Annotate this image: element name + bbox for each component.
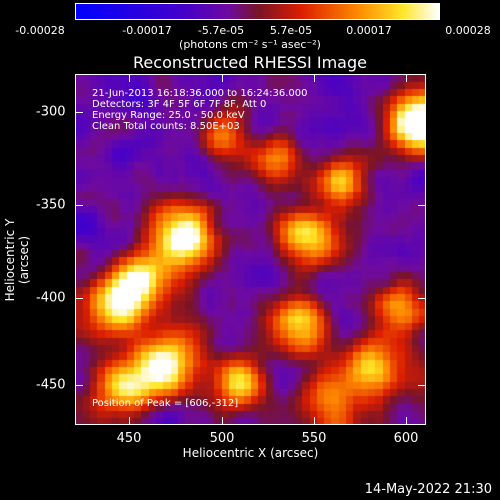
axis-tick-mark bbox=[75, 205, 83, 206]
colorbar-tick: 0.00017 bbox=[346, 24, 392, 37]
y-tick-label: -450 bbox=[36, 377, 66, 393]
y-tick-label: -300 bbox=[36, 104, 66, 120]
colorbar-tick: -0.00028 bbox=[15, 24, 65, 37]
y-tick-label: -350 bbox=[36, 197, 66, 213]
heatmap-plot: 21-Jun-2013 16:18:36.000 to 16:24:36.000… bbox=[75, 74, 426, 425]
colorbar-tick: -0.00017 bbox=[122, 24, 172, 37]
timestamp-footer: 14-May-2022 21:30 bbox=[364, 482, 492, 497]
axis-tick-mark bbox=[418, 298, 426, 299]
axis-tick-mark bbox=[314, 417, 315, 425]
energy-range-annotation: Energy Range: 25.0 - 50.0 keV bbox=[92, 110, 245, 121]
peak-position-annotation: Position of Peak = [606,-312] bbox=[92, 398, 239, 409]
clean-counts-annotation: Clean Total counts: 8.50E+03 bbox=[92, 121, 240, 132]
x-tick-label: 500 bbox=[209, 431, 235, 446]
axis-tick-mark bbox=[314, 74, 315, 82]
axis-tick-mark bbox=[75, 298, 83, 299]
axis-tick-mark bbox=[222, 417, 223, 425]
axis-tick-mark bbox=[129, 417, 130, 425]
colorbar-units: (photons cm⁻² s⁻¹ asec⁻²) bbox=[179, 38, 321, 51]
colorbar-tick: -5.7e-05 bbox=[197, 24, 245, 37]
axis-tick-mark bbox=[75, 112, 83, 113]
axis-tick-mark bbox=[406, 417, 407, 425]
x-tick-label: 450 bbox=[116, 431, 142, 446]
colorbar bbox=[75, 3, 440, 20]
axis-tick-mark bbox=[222, 74, 223, 82]
x-tick-label: 600 bbox=[393, 431, 419, 446]
axis-tick-mark bbox=[129, 74, 130, 82]
y-tick-label: -400 bbox=[36, 290, 66, 306]
axis-tick-mark bbox=[75, 385, 83, 386]
axis-tick-mark bbox=[418, 205, 426, 206]
y-axis-label: Heliocentric Y (arcsec) bbox=[3, 218, 31, 302]
chart-title: Reconstructed RHESSI Image bbox=[133, 53, 367, 72]
time-range-annotation: 21-Jun-2013 16:18:36.000 to 16:24:36.000 bbox=[92, 88, 308, 99]
axis-tick-mark bbox=[418, 112, 426, 113]
x-tick-label: 550 bbox=[301, 431, 327, 446]
detectors-annotation: Detectors: 3F 4F 5F 6F 7F 8F, Att 0 bbox=[92, 99, 267, 110]
x-axis-label: Heliocentric X (arcsec) bbox=[182, 446, 319, 460]
axis-tick-mark bbox=[406, 74, 407, 82]
heatmap-image bbox=[76, 75, 425, 424]
colorbar-tick: 5.7e-05 bbox=[269, 24, 313, 37]
axis-tick-mark bbox=[418, 385, 426, 386]
colorbar-tick: 0.00028 bbox=[445, 24, 491, 37]
